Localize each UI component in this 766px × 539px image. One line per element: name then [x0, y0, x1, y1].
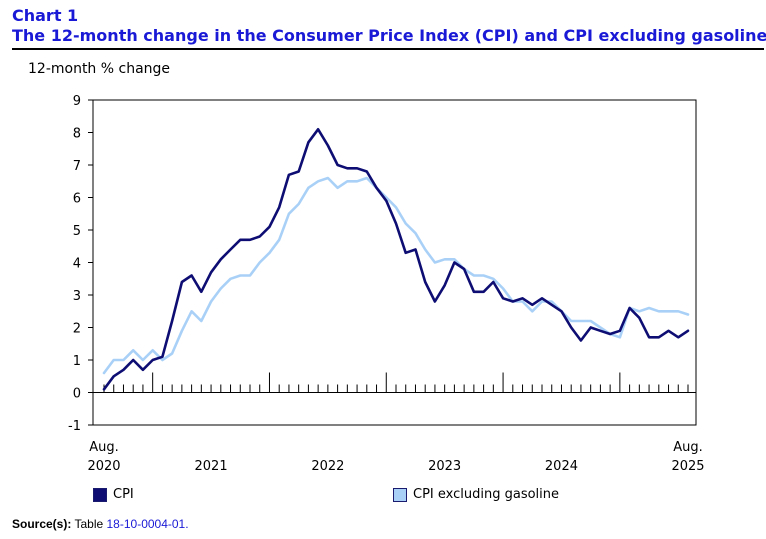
chart-title: The 12-month change in the Consumer Pric… [12, 26, 766, 45]
series-layer [102, 128, 690, 391]
chart-number: Chart 1 [12, 6, 79, 25]
plot-area [92, 99, 697, 426]
series-line-cpi-ex-gasoline [102, 176, 690, 375]
x-tick-label-month: Aug. [673, 440, 703, 455]
source-note: Source(s): Table 18-10-0004-01. [12, 517, 189, 531]
source-table-link[interactable]: 18-10-0004-01. [106, 517, 189, 531]
x-tick-label-year: 2025 [671, 459, 704, 474]
legend-swatch-cpi [93, 487, 107, 502]
series-line-cpi [102, 128, 690, 391]
y-tick-label: 6 [73, 192, 81, 207]
y-axis-label: 12-month % change [28, 61, 171, 77]
x-tick-label-month: Aug. [89, 440, 119, 455]
y-tick-label: 1 [73, 354, 81, 369]
y-tick-label: 7 [73, 159, 81, 174]
y-tick-label: 9 [73, 94, 81, 109]
y-tick-label: 4 [73, 257, 81, 272]
y-tick-label: 8 [73, 127, 81, 142]
x-tick-label-year: 2021 [195, 459, 228, 474]
y-tick-label: 2 [73, 322, 81, 337]
x-tick-label-year: 2024 [545, 459, 578, 474]
x-axis: Aug. 2020 2021 2022 2023 2024 Aug. 2025 [87, 372, 705, 474]
legend-item-cpi-ex-gasoline: CPI excluding gasoline [393, 487, 559, 502]
x-tick-label-year: 2022 [311, 459, 344, 474]
y-tick-label: 5 [73, 224, 81, 239]
legend-label-cpi-ex-gasoline: CPI excluding gasoline [413, 487, 560, 502]
y-tick-label: 3 [73, 289, 81, 304]
source-text: Table [74, 517, 104, 531]
legend-label-cpi: CPI [113, 487, 134, 502]
y-tick-label: -1 [68, 419, 81, 434]
source-label: Source(s): [12, 517, 72, 531]
x-tick-label-year: 2020 [87, 459, 120, 474]
legend-item-cpi: CPI [93, 487, 134, 502]
legend-swatch-cpi-ex-gasoline [393, 487, 407, 502]
y-tick-label: 0 [73, 387, 81, 402]
title-rule [12, 48, 764, 50]
x-tick-label-year: 2023 [428, 459, 461, 474]
y-axis: -1 0 1 2 3 4 5 6 7 8 9 [68, 94, 93, 434]
